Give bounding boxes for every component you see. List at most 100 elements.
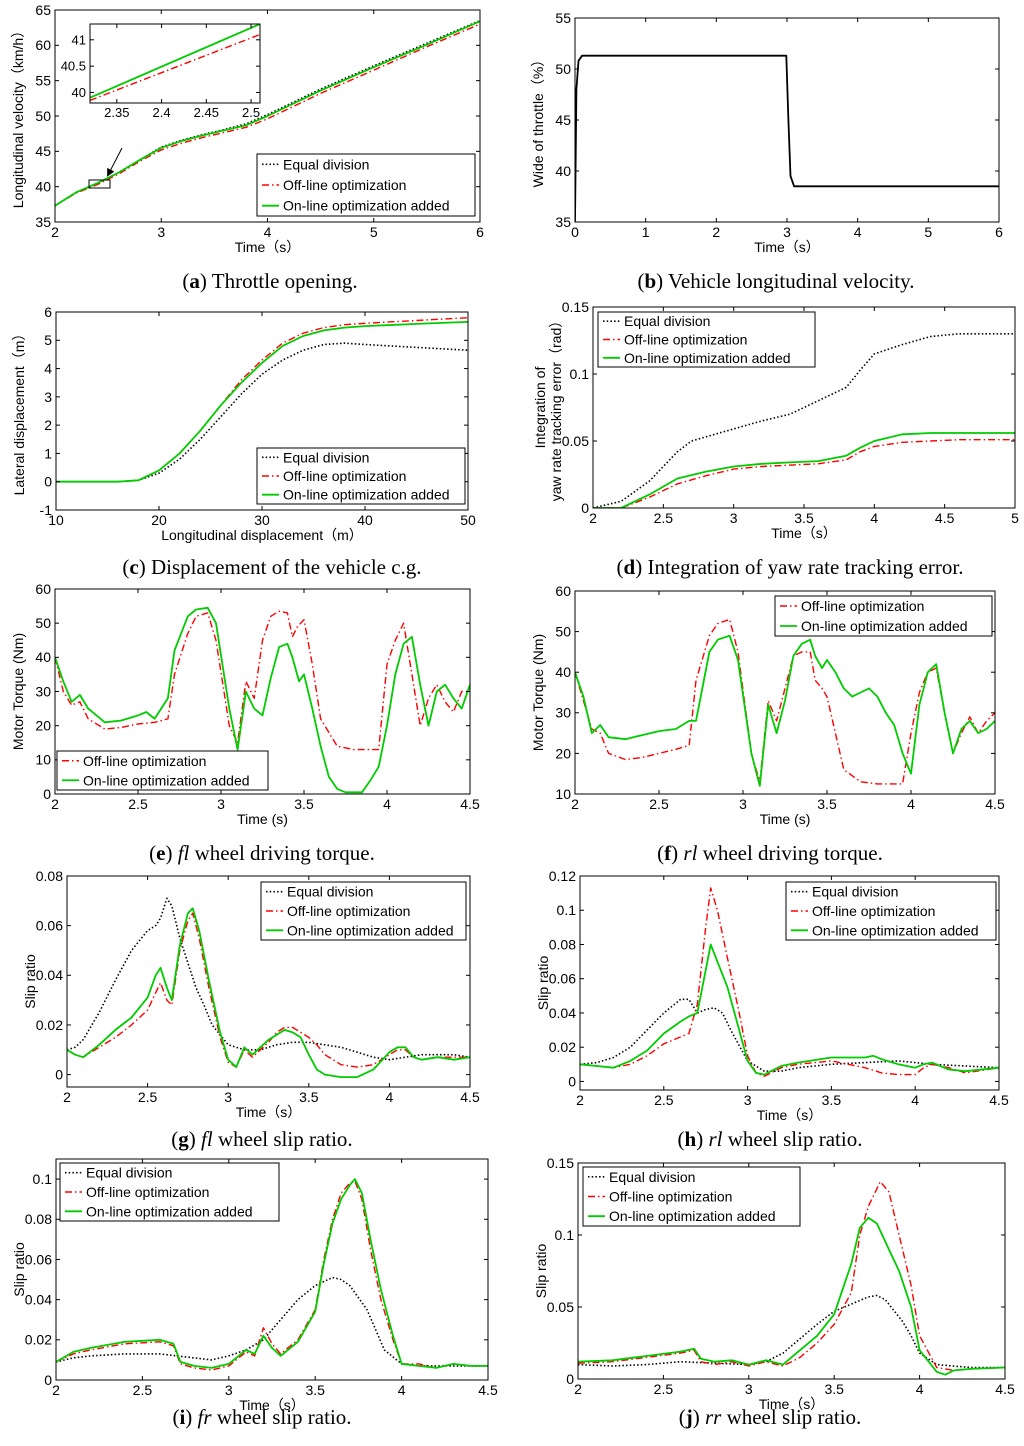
series-line-1 (90, 33, 260, 102)
axes-frame (66, 875, 471, 1088)
legend-entry: Off-line optimization (287, 903, 410, 919)
y-tick-label: 60 (555, 583, 571, 599)
y-tick-label: 0.06 (549, 971, 576, 987)
x-tick-label: 4 (911, 1092, 919, 1108)
x-tick-label: 4.5 (460, 1089, 480, 1105)
x-tick-label: 3 (217, 796, 225, 812)
x-tick-label: 3.5 (794, 510, 814, 526)
axes-frame (55, 1158, 489, 1381)
series-line-3 (593, 432, 1015, 508)
x-axis-label: Time（s） (759, 1396, 825, 1412)
caption: (d) Integration of yaw rate tracking err… (617, 555, 964, 579)
y-tick-label: 0 (568, 1073, 576, 1089)
x-tick-label: 20 (151, 512, 167, 528)
x-tick-label: 4.5 (995, 1381, 1015, 1397)
legend-entry: On-line optimization added (283, 198, 450, 214)
series-group (580, 887, 999, 1078)
y-axis-label: yaw rate tracking error（rad） (548, 314, 564, 502)
legend-entry: On-line optimization added (801, 618, 968, 634)
x-tick-label: 2 (51, 796, 59, 812)
chart-c: 10 20 30 40 50 -1 0 1 2 3 4 5 6 Longitudinal displace… (11, 304, 476, 579)
y-axis-label: Integration of (532, 367, 548, 449)
series-line-1 (578, 1294, 1005, 1369)
x-tick-label: 2.5 (654, 510, 674, 526)
legend: Off-line optimization On-line optimizatio… (56, 750, 269, 791)
y-tick-label: 1 (44, 445, 52, 461)
y-tick-label: 30 (555, 705, 571, 721)
legend-box (260, 881, 467, 941)
x-tick-label: 3 (783, 224, 791, 240)
y-tick-label: 0.12 (549, 868, 576, 884)
series-group (575, 54, 999, 222)
y-tick-label: 45 (555, 112, 571, 128)
x-tick-label: 4 (907, 796, 915, 812)
series-line-1 (593, 332, 1015, 508)
series-line-3 (56, 1178, 488, 1369)
y-tick-label: 0.15 (562, 299, 589, 315)
x-tick-label: 4 (386, 1089, 394, 1105)
y-tick-label: 0.06 (25, 1251, 52, 1267)
legend-entry: Off-line optimization (812, 903, 935, 919)
y-tick-label: 0.06 (36, 918, 63, 934)
y-tick-label: 65 (35, 2, 51, 18)
y-tick-label: 40 (555, 163, 571, 179)
y-tick-label: 0.1 (570, 366, 590, 382)
legend-box (597, 311, 816, 368)
y-tick-label: 0.08 (25, 1211, 52, 1227)
y-tick-label: 0 (44, 1372, 52, 1388)
axes-frame (574, 590, 996, 795)
series-line-3 (56, 321, 468, 483)
legend: Equal division Off-line optimization On-li… (785, 881, 997, 941)
y-tick-label: 35 (555, 214, 571, 230)
y-tick-label: 0.08 (549, 936, 576, 952)
legend-entry: On-line optimization added (287, 922, 454, 938)
y-axis-label: Slip ratio (11, 1242, 27, 1297)
x-axis-label: Time（s） (235, 239, 301, 255)
legend-box (256, 153, 476, 217)
x-tick-label: 2 (571, 796, 579, 812)
caption: (c) Displacement of the vehicle c.g. (122, 555, 421, 579)
x-tick-label: 4 (383, 796, 391, 812)
y-axis-label: Slip ratio (22, 954, 38, 1009)
y-tick-label: 10 (555, 786, 571, 802)
y-tick-label: 35 (35, 214, 51, 230)
legend-entry: On-line optimization added (283, 487, 450, 503)
legend-entry: Equal division (812, 884, 898, 900)
legend-entry: Equal division (86, 1165, 172, 1181)
x-tick-label: 2.45 (194, 105, 219, 120)
zoom-arrow (107, 147, 123, 177)
series-group (578, 1180, 1005, 1376)
y-tick-label: 50 (555, 61, 571, 77)
y-axis-label: Longitudinal velocity（km/h） (10, 24, 26, 208)
y-tick-label: 0.02 (549, 1039, 576, 1055)
x-tick-label: 3 (225, 1382, 233, 1398)
y-tick-label: 6 (44, 304, 52, 320)
x-axis-label: Time (s) (760, 811, 811, 827)
y-tick-label: 0.1 (555, 1227, 575, 1243)
x-tick-label: 2.5 (138, 1089, 158, 1105)
series-group (575, 618, 995, 787)
x-tick-label: 2 (589, 510, 597, 526)
y-tick-label: 0 (581, 500, 589, 516)
series-line-3 (67, 907, 470, 1078)
y-tick-label: -1 (40, 502, 53, 518)
caption: (j) rr wheel slip ratio. (679, 1405, 862, 1429)
chart-g: 2 2.5 3 3.5 4 4.5 0 0.02 0.04 0.06 0.08 Time（s） Slip… (22, 868, 480, 1151)
y-tick-label: 0.15 (547, 1155, 574, 1171)
series-group (56, 317, 468, 483)
x-tick-label: 2.4 (153, 105, 171, 120)
legend-box (582, 1166, 801, 1227)
legend-box (56, 750, 269, 791)
x-tick-label: 3 (157, 224, 165, 240)
y-tick-label: 40 (35, 179, 51, 195)
series-line-2 (575, 634, 995, 787)
x-tick-label: 2.5 (654, 1381, 674, 1397)
series-line-2 (593, 439, 1015, 508)
y-tick-label: 60 (35, 37, 51, 53)
x-tick-label: 3.5 (305, 1382, 325, 1398)
y-tick-label: 20 (555, 745, 571, 761)
y-tick-label: 3 (44, 389, 52, 405)
y-tick-label: 60 (35, 581, 51, 597)
